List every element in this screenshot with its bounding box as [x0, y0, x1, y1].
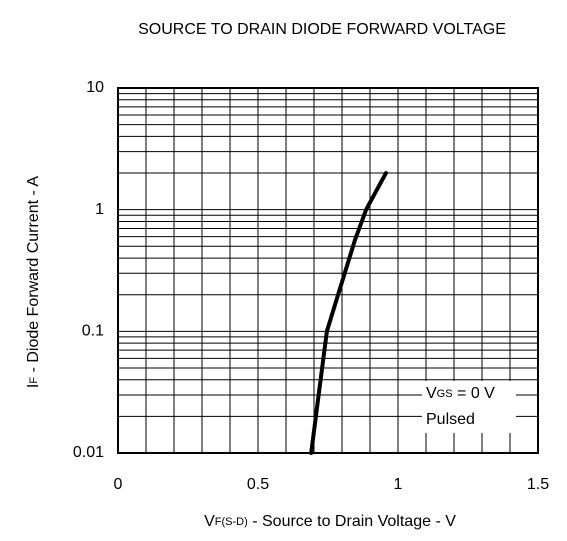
annotation-part: = 0 V [453, 385, 496, 402]
annotation: Pulsed [426, 411, 475, 428]
x-tick-label: 1 [394, 476, 403, 493]
x-axis-label-part: - Source to Drain Voltage - V [248, 513, 456, 530]
y-axis-label-part: I [25, 384, 42, 388]
plot-frame [117, 87, 539, 454]
annotation: VGS = 0 V [426, 385, 495, 402]
x-tick-label: 1.5 [527, 476, 549, 493]
y-tick-label: 0.1 [82, 323, 104, 340]
y-tick-label: 0.01 [73, 444, 104, 461]
y-axis-label: IF - Diode Forward Current - A [25, 176, 42, 388]
y-tick-label: 10 [86, 79, 104, 96]
annotation-box [422, 381, 516, 433]
annotation-part: V [426, 385, 437, 402]
x-tick-label: 0 [114, 476, 123, 493]
x-axis-label: VF(S-D) - Source to Drain Voltage - V [204, 513, 456, 530]
y-axis-label-part: - Diode Forward Current - A [25, 176, 42, 377]
x-axis-label-part: V [204, 513, 215, 530]
y-axis-label-part: F [28, 377, 40, 384]
x-tick-label: 0.5 [247, 476, 269, 493]
chart-title: SOURCE TO DRAIN DIODE FORWARD VOLTAGE [138, 21, 506, 38]
x-axis-label-part: F(S-D) [215, 516, 248, 528]
annotation-part: GS [437, 388, 453, 400]
data-line [309, 171, 388, 455]
y-tick-label: 1 [95, 201, 104, 218]
